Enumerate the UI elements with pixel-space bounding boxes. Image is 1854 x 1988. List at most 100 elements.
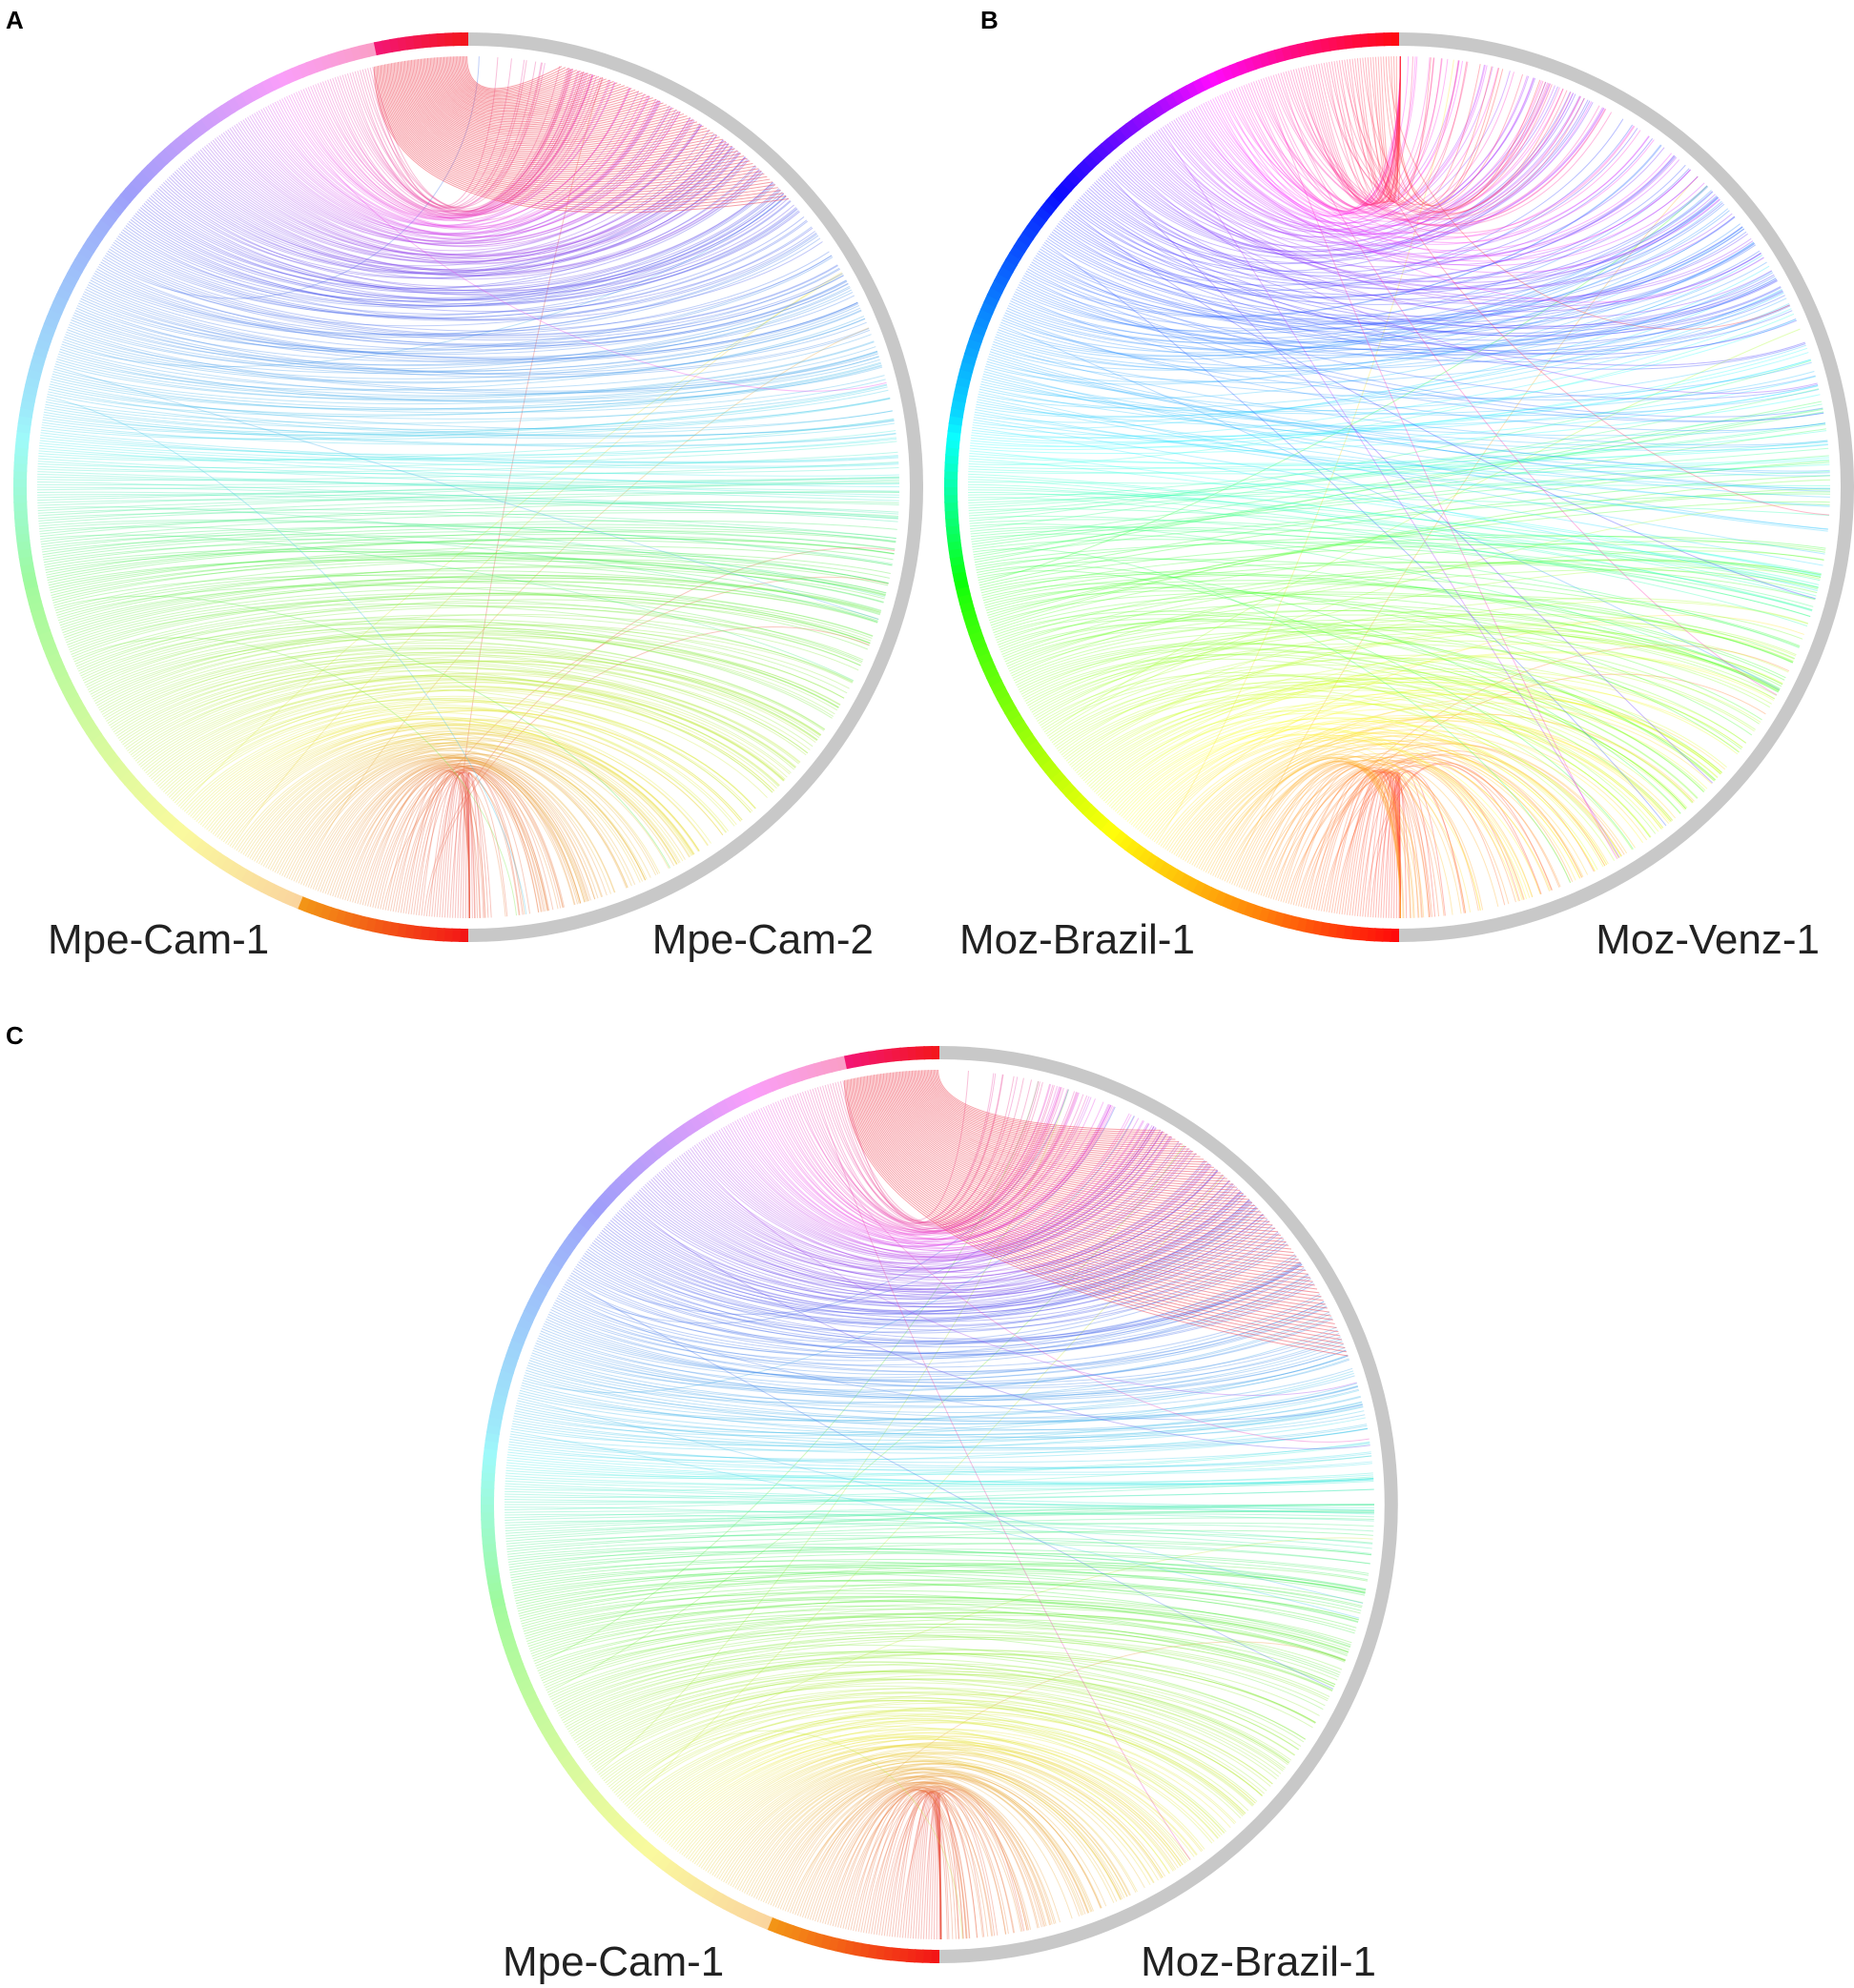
- chord: [505, 1486, 1374, 1515]
- chord: [537, 1338, 1345, 1397]
- chord: [890, 1072, 1276, 1229]
- chord: [1153, 107, 1603, 245]
- chord: [97, 624, 853, 708]
- chord: [1126, 708, 1671, 823]
- chord: [1265, 752, 1574, 898]
- chord: [204, 123, 701, 256]
- chord: [1303, 56, 1401, 206]
- chord: [148, 181, 773, 292]
- chord: [1011, 195, 1718, 339]
- chord: [352, 72, 584, 213]
- chord: [1062, 216, 1797, 356]
- chord: [637, 1191, 1244, 1299]
- panel-label: A: [6, 6, 24, 34]
- chord: [388, 63, 759, 188]
- chord: [525, 1596, 1349, 1653]
- right-genome-label: Moz-Venz-1: [1596, 916, 1820, 963]
- chord: [1101, 93, 1576, 259]
- chord: [588, 1207, 1258, 1323]
- chord: [505, 1504, 1375, 1543]
- chord: [52, 364, 882, 409]
- chord: [1015, 642, 1698, 799]
- chord: [1198, 82, 1549, 228]
- chord: [364, 766, 540, 913]
- chord: [1042, 664, 1706, 791]
- chord: [443, 56, 626, 113]
- chord: [1084, 137, 1654, 277]
- chord: [596, 1231, 1279, 1326]
- chord: [822, 1085, 1055, 1228]
- chord: [1238, 60, 1460, 215]
- chord: [629, 1714, 1219, 1839]
- chord: [526, 1605, 1339, 1678]
- chord: [985, 363, 1820, 417]
- chord: [1102, 704, 1659, 832]
- chord: [442, 56, 628, 113]
- chord: [969, 443, 1828, 464]
- chord: [968, 483, 1817, 597]
- chord: [376, 66, 784, 209]
- chord: [1158, 739, 1531, 898]
- chord: [460, 772, 481, 918]
- chord: [467, 772, 470, 919]
- chord: [1222, 739, 1620, 881]
- chord: [1164, 731, 1606, 867]
- chord: [609, 1697, 1254, 1806]
- chord: [51, 356, 879, 410]
- chord: [64, 318, 866, 383]
- chord: [705, 1755, 1122, 1900]
- chord: [1178, 116, 1680, 258]
- chord: [269, 742, 657, 876]
- chord: [601, 1696, 1246, 1814]
- chord: [1393, 56, 1500, 207]
- chord: [762, 1101, 1104, 1240]
- chord: [1160, 128, 1620, 858]
- chord: [1258, 72, 1515, 215]
- chord: [1144, 71, 1511, 237]
- chord: [45, 398, 891, 430]
- chord: [1318, 769, 1430, 917]
- chord: [150, 195, 787, 296]
- chord: [1310, 769, 1401, 918]
- chord: [1048, 640, 1772, 739]
- chord: [65, 309, 862, 379]
- chord: [138, 209, 800, 305]
- chord: [628, 1713, 1223, 1835]
- chord: [206, 709, 743, 830]
- chord: [591, 1206, 1257, 1322]
- chord: [68, 598, 861, 666]
- chord: [765, 1772, 1082, 1916]
- chord: [204, 709, 742, 829]
- chord: [1038, 228, 1744, 325]
- chord: [1006, 243, 1756, 353]
- chord: [827, 1783, 1046, 1927]
- chord: [523, 1599, 1340, 1676]
- chord: [1347, 771, 1401, 918]
- chord: [514, 1412, 1368, 1449]
- chord: [560, 1651, 1307, 1740]
- chord: [1009, 210, 1730, 344]
- chord: [555, 1293, 1321, 1368]
- chord: [845, 1788, 967, 1939]
- chord: [277, 81, 615, 226]
- chord: [283, 748, 636, 886]
- chord: [1236, 58, 1449, 215]
- chord: [725, 1756, 1145, 1889]
- chord: [598, 1193, 1245, 1315]
- chord: [511, 1410, 1365, 1448]
- chord: [52, 362, 882, 411]
- chord: [134, 193, 785, 300]
- chord: [741, 1768, 1084, 1916]
- chord: [1123, 723, 1581, 879]
- chord: [78, 302, 870, 376]
- chord: [982, 583, 1740, 753]
- chord: [936, 1792, 941, 1940]
- chord: [1147, 731, 1576, 881]
- chord: [1020, 278, 1778, 351]
- chord: [1277, 764, 1479, 912]
- chord: [194, 717, 694, 855]
- chord: [887, 1073, 1281, 1236]
- chord: [1203, 103, 1650, 245]
- chord: [302, 755, 587, 902]
- chord: [1388, 772, 1408, 918]
